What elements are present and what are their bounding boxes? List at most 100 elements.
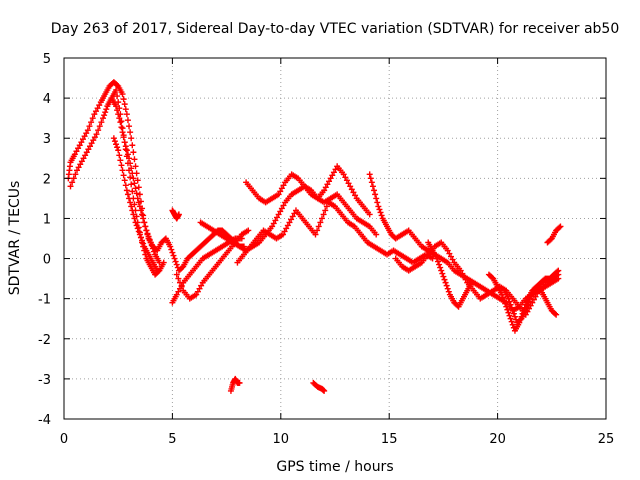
- data-point-plus: [120, 134, 127, 141]
- data-point-plus: [102, 109, 109, 116]
- data-point-plus: [113, 87, 120, 94]
- data-point-plus: [530, 296, 537, 303]
- data-point-plus: [321, 187, 328, 194]
- series-track-10: [234, 199, 436, 266]
- data-point-plus: [135, 228, 142, 235]
- data-point-plus: [115, 147, 122, 154]
- data-point-plus: [547, 236, 554, 243]
- x-tick-label: 25: [598, 432, 615, 447]
- data-point-plus: [136, 231, 143, 238]
- data-point-plus: [118, 124, 125, 131]
- data-point-plus: [433, 255, 440, 262]
- data-point-plus: [439, 270, 446, 277]
- data-point-plus: [145, 233, 152, 240]
- data-point-plus: [82, 152, 89, 159]
- data-point-plus: [517, 316, 524, 323]
- data-point-plus: [326, 178, 333, 185]
- data-point-plus: [245, 227, 252, 234]
- data-point-plus: [377, 209, 384, 216]
- data-point-plus: [101, 112, 108, 119]
- x-tick-label: 20: [489, 432, 506, 447]
- data-point-plus: [436, 261, 443, 268]
- data-point-plus: [132, 185, 139, 192]
- data-point-plus: [291, 210, 298, 217]
- data-point-plus: [93, 131, 100, 138]
- data-point-plus: [119, 129, 126, 136]
- data-point-plus: [136, 191, 143, 198]
- data-point-plus: [500, 294, 507, 301]
- data-point-plus: [149, 245, 156, 252]
- data-point-plus: [96, 123, 103, 130]
- data-point-plus: [78, 139, 85, 146]
- data-point-plus: [124, 117, 131, 124]
- data-point-plus: [277, 188, 284, 195]
- data-point-plus: [81, 133, 88, 140]
- data-point-plus: [139, 237, 146, 244]
- data-point-plus: [96, 102, 103, 109]
- y-tick-label: -4: [38, 413, 51, 428]
- data-point-plus: [350, 189, 357, 196]
- data-point-plus: [129, 188, 136, 195]
- data-point-plus: [146, 236, 153, 243]
- data-point-plus: [505, 295, 512, 302]
- data-point-plus: [73, 148, 80, 155]
- data-point-plus: [283, 225, 290, 232]
- data-point-plus: [111, 138, 118, 145]
- data-point-plus: [127, 199, 134, 206]
- data-point-plus: [352, 192, 359, 199]
- data-point-plus: [173, 291, 180, 298]
- data-point-plus: [127, 174, 134, 181]
- data-point-plus: [449, 256, 456, 263]
- data-point-plus: [323, 203, 330, 210]
- data-point-plus: [126, 123, 133, 130]
- data-point-plus: [148, 242, 155, 249]
- y-tick-label: 0: [43, 253, 51, 268]
- data-point-plus: [198, 282, 205, 289]
- data-point-plus: [127, 129, 134, 136]
- data-point-plus: [113, 103, 120, 110]
- data-point-plus: [135, 199, 142, 206]
- data-point-plus: [129, 142, 136, 149]
- data-point-plus: [508, 318, 515, 325]
- data-point-plus: [459, 270, 466, 277]
- data-point-plus: [278, 205, 285, 212]
- data-point-plus: [468, 279, 475, 286]
- data-point-plus: [374, 199, 381, 206]
- data-point-plus: [376, 206, 383, 213]
- y-tick-label: -1: [38, 293, 51, 308]
- data-point-plus: [343, 177, 350, 184]
- data-point-plus: [275, 211, 282, 218]
- data-point-plus: [441, 276, 448, 283]
- data-point-plus: [366, 211, 373, 218]
- data-point-plus: [130, 175, 137, 182]
- series-track-15: [501, 283, 560, 326]
- data-point-plus: [288, 216, 295, 223]
- data-point-plus: [446, 250, 453, 257]
- series-track-12: [392, 239, 562, 318]
- data-point-plus: [134, 177, 141, 184]
- data-point-plus: [129, 170, 136, 177]
- data-point-plus: [527, 302, 534, 309]
- data-point-plus: [113, 141, 120, 148]
- data-point-plus: [126, 155, 133, 162]
- data-point-plus: [373, 195, 380, 202]
- data-point-plus: [134, 195, 141, 202]
- data-point-plus: [85, 146, 92, 153]
- data-point-plus: [270, 220, 277, 227]
- data-point-plus: [167, 243, 174, 250]
- data-point-plus: [131, 180, 138, 187]
- data-point-plus: [117, 119, 124, 126]
- data-point-plus: [440, 273, 447, 280]
- data-point-plus: [444, 285, 451, 292]
- data-point-plus: [369, 183, 376, 190]
- data-point-plus: [118, 162, 125, 169]
- x-tick-label: 0: [60, 432, 68, 447]
- data-point-plus: [340, 171, 347, 178]
- data-point-plus: [114, 93, 121, 100]
- data-point-plus: [509, 321, 516, 328]
- data-point-plus: [155, 268, 162, 275]
- data-point-plus: [83, 130, 90, 137]
- data-point-plus: [373, 231, 380, 238]
- axis-ticks: 0 5 10 15 20 25 -4 -3 -2 -1 0 1 2 3 4 5: [38, 52, 614, 447]
- data-point-plus: [178, 283, 185, 290]
